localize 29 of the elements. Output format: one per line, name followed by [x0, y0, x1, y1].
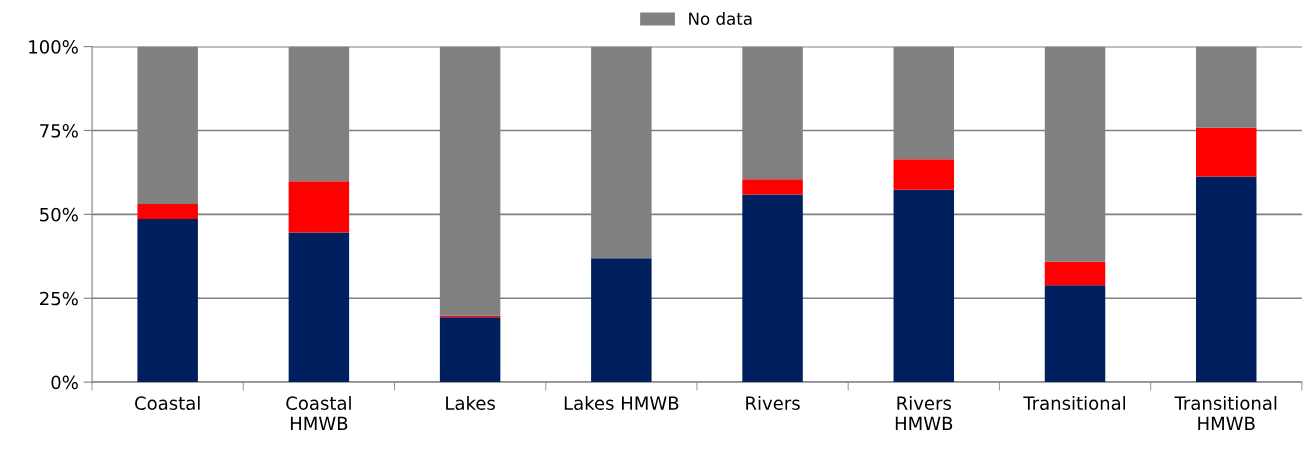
bar [591, 258, 652, 383]
bar [742, 179, 803, 195]
y-tick-label: 25% [40, 291, 78, 306]
bar [893, 189, 955, 383]
bar [893, 159, 955, 190]
x-tick-label: Coastal HMWB [286, 396, 351, 430]
bar [1044, 285, 1106, 383]
y-tick-label: 75% [40, 123, 78, 138]
x-tick-label: Lakes HMWB [564, 396, 679, 410]
bar [288, 181, 350, 233]
bar [137, 219, 198, 383]
bar [439, 317, 501, 383]
x-tick-label: Rivers HMWB [895, 396, 953, 430]
legend-label: No data [689, 12, 752, 26]
x-tick-label: Transitional [1023, 396, 1126, 410]
bar [1195, 46, 1257, 128]
y-tick-label: 100% [29, 40, 78, 54]
bar [137, 203, 198, 220]
y-tick-label: 50% [40, 207, 78, 222]
bar [742, 194, 803, 383]
x-tick-label: Coastal [135, 396, 200, 410]
x-tick-label: Lakes [446, 396, 495, 410]
x-tick-label: Rivers [746, 396, 800, 410]
bar [1195, 176, 1257, 383]
bar [288, 232, 350, 383]
bar [1195, 127, 1257, 177]
y-tick-label: 0% [51, 375, 78, 390]
bar [1044, 261, 1106, 286]
x-tick-label: Transitional HMWB [1174, 396, 1277, 430]
